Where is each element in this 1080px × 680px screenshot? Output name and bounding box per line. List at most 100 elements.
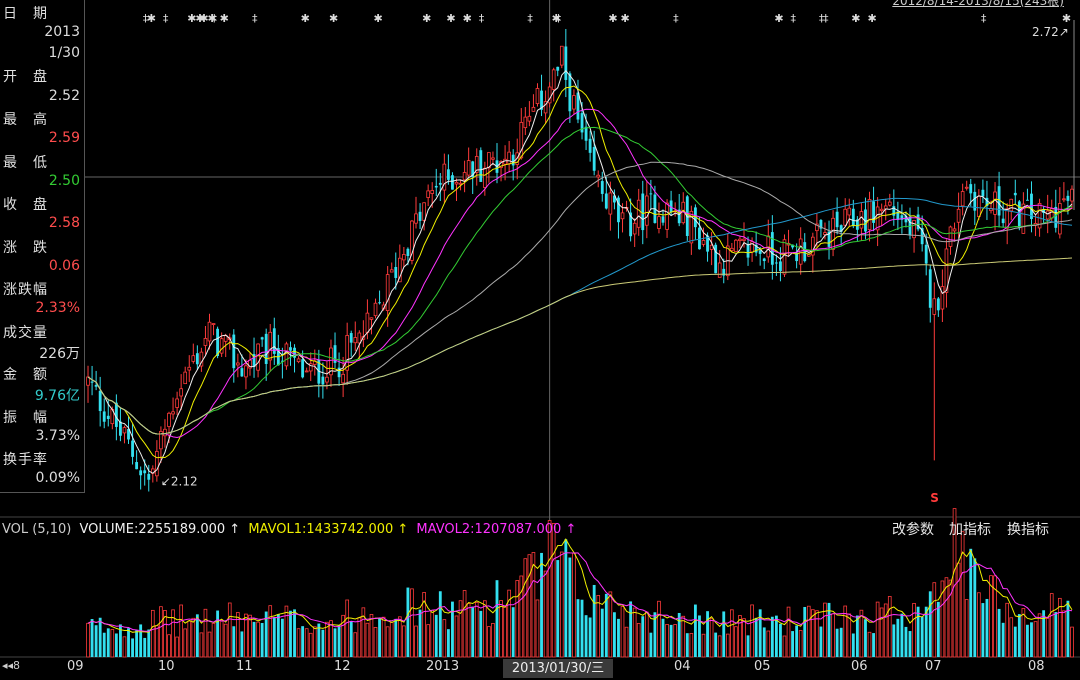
volume-bar (394, 618, 398, 657)
volume-bar (223, 623, 228, 658)
volume-bar (636, 623, 641, 658)
volume-bar (329, 620, 333, 658)
x-axis-label: 06 (851, 659, 868, 674)
change-params-button[interactable]: 改参数 (892, 522, 934, 538)
volume-bar (892, 624, 896, 657)
volume-bar (709, 617, 714, 658)
volume-bar (944, 577, 949, 658)
candle-body (410, 220, 414, 261)
candle-body (689, 210, 694, 244)
volume-bar (527, 554, 532, 658)
volume-bar (507, 589, 511, 658)
volume-bar (1005, 602, 1010, 658)
candle-body (179, 388, 183, 397)
volume-bar (815, 610, 819, 658)
candle-body (613, 195, 616, 203)
volume-bar (742, 618, 746, 658)
volume-bar (608, 591, 613, 658)
candle-body (584, 126, 588, 141)
candle-body (661, 216, 665, 223)
volume-bar (268, 605, 273, 658)
volume-bar (325, 621, 329, 658)
volume-bar (90, 619, 94, 657)
add-indicator-button[interactable]: 加指标 (949, 522, 991, 538)
volume-bar (730, 609, 734, 658)
candle-body (644, 195, 649, 226)
candle-body (139, 470, 143, 476)
candle-body (195, 353, 199, 365)
candle-body (617, 197, 620, 223)
volume-bar (847, 613, 852, 658)
volume-bar (167, 634, 171, 658)
x-axis-label: 04 (674, 659, 691, 674)
candle-body (641, 193, 645, 231)
volume-bar (535, 599, 540, 658)
volume-bar (592, 584, 596, 657)
volume-value: VOLUME:2255189.000 ↑ (79, 522, 241, 537)
volume-bar (195, 614, 199, 657)
scroll-left-icon[interactable]: ◂◂8 (2, 659, 21, 672)
candle-body (1005, 208, 1010, 229)
volume-bar (572, 552, 576, 658)
candle-body (636, 199, 641, 228)
volume-bar (122, 636, 127, 658)
event-marker: ✱ (552, 12, 561, 25)
candle-body (523, 116, 528, 129)
info-label-change: 涨 跌 (3, 240, 48, 256)
event-marker: ‡ (163, 12, 169, 25)
event-marker: ✱ (620, 12, 629, 25)
volume-bar (706, 611, 709, 657)
volume-bar (956, 562, 961, 658)
candle-body (969, 184, 973, 194)
info-value-open: 2.52 (48, 88, 80, 104)
candle-body (766, 235, 771, 258)
volume-bar (973, 558, 977, 657)
event-s-marker: S (930, 491, 939, 505)
volume-bar (422, 592, 426, 658)
candle-body (479, 150, 483, 182)
volume-bar (916, 606, 920, 657)
event-marker: ✱ (147, 12, 156, 25)
volume-bar (556, 560, 560, 657)
volume-bar (1017, 614, 1021, 657)
volume-bar (693, 604, 697, 657)
volume-bar (256, 621, 260, 658)
volume-bar (746, 635, 750, 657)
volume-bar (839, 627, 843, 657)
ma60-line (87, 161, 1073, 435)
volume-bar (620, 606, 625, 658)
candle-body (576, 92, 580, 120)
volume-bar (474, 601, 479, 658)
event-marker: ‡ (673, 12, 679, 25)
volume-bar (1042, 610, 1046, 657)
low-price-label: ↙2.12 (161, 475, 198, 489)
volume-bar (551, 523, 556, 658)
event-marker: ✱ (207, 12, 216, 25)
event-marker: ‡ (819, 12, 825, 25)
mavol2-value: MAVOL2:1207087.000 ↑ (416, 522, 577, 537)
info-label-amount: 金 额 (3, 367, 48, 383)
volume-bar (187, 620, 192, 658)
candle-body (1013, 192, 1017, 196)
volume-bar (244, 613, 248, 658)
volume-bar (381, 616, 386, 658)
candle-body (394, 267, 398, 278)
switch-indicator-button[interactable]: 换指标 (1007, 522, 1049, 538)
volume-bar (430, 610, 435, 658)
volume-bar (1066, 600, 1070, 657)
volume-bar (451, 601, 454, 657)
candle-body (847, 207, 852, 216)
volume-bar (227, 602, 232, 658)
volume-bar (414, 625, 418, 658)
volume-bar (345, 599, 349, 658)
volume-bar (600, 608, 604, 657)
info-label-high: 最 高 (3, 112, 48, 128)
candle-body (657, 216, 661, 229)
volume-bar (442, 619, 447, 658)
volume-bar (912, 602, 916, 658)
candle-body (977, 195, 981, 217)
volume-bar (819, 626, 823, 657)
ma20-line (87, 108, 1073, 439)
candle-body (916, 214, 920, 230)
